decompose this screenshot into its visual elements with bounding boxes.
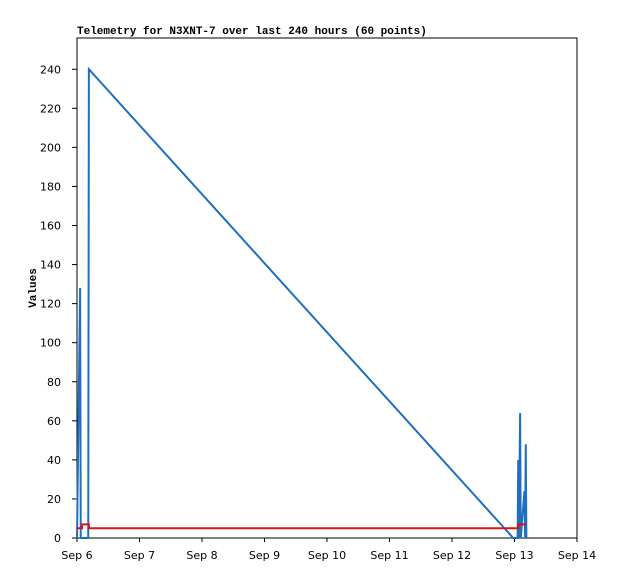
y-tick-label: 20 bbox=[47, 493, 61, 506]
x-tick-label: Sep 8 bbox=[186, 549, 217, 562]
y-axis-label: Values bbox=[28, 268, 40, 308]
y-tick-label: 140 bbox=[40, 259, 61, 272]
y-tick-label: 60 bbox=[47, 415, 61, 428]
y-tick-label: 120 bbox=[40, 298, 61, 311]
y-tick-label: 80 bbox=[47, 376, 61, 389]
y-tick-label: 40 bbox=[47, 454, 61, 467]
x-tick-label: Sep 12 bbox=[433, 549, 471, 562]
x-tick-label: Sep 10 bbox=[308, 549, 346, 562]
y-tick-label: 100 bbox=[40, 337, 61, 350]
x-tick-label: Sep 13 bbox=[495, 549, 533, 562]
y-tick-label: 200 bbox=[40, 141, 61, 154]
plot-frame bbox=[76, 37, 578, 539]
y-tick-label: 160 bbox=[40, 220, 61, 233]
x-tick-label: Sep 14 bbox=[558, 549, 596, 562]
x-tick-label: Sep 9 bbox=[249, 549, 280, 562]
series-line bbox=[77, 523, 526, 530]
series-line bbox=[76, 66, 528, 539]
chart-title: Telemetry for N3XNT-7 over last 240 hour… bbox=[77, 26, 427, 38]
y-tick-label: 0 bbox=[54, 532, 61, 545]
x-tick-label: Sep 11 bbox=[370, 549, 408, 562]
y-tick-label: 240 bbox=[40, 63, 61, 76]
x-tick-label: Sep 6 bbox=[61, 549, 92, 562]
y-tick-label: 220 bbox=[40, 102, 61, 115]
y-tick-label: 180 bbox=[40, 180, 61, 193]
x-tick-label: Sep 7 bbox=[124, 549, 155, 562]
